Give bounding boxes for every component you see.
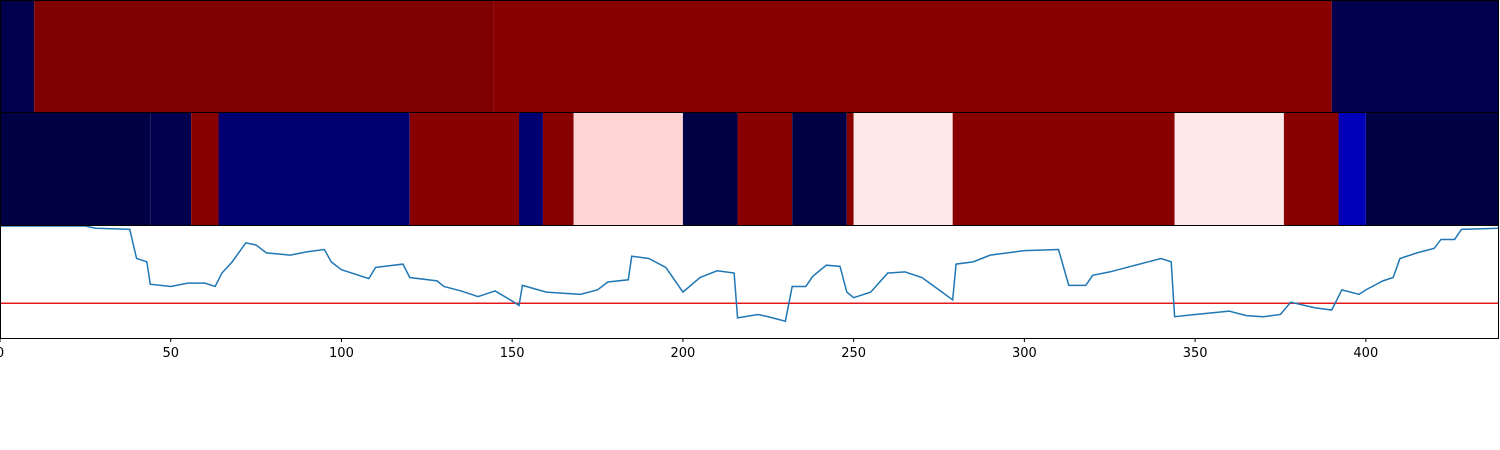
strip-segment (191, 113, 219, 225)
x-tick-label: 250 (841, 346, 866, 361)
panel-frame (0, 225, 1499, 339)
strip-segment (519, 113, 543, 225)
strip-segment (1338, 113, 1366, 225)
strip-segment (1365, 113, 1499, 225)
strip-segment (0, 113, 151, 225)
x-tick-label: 200 (671, 346, 696, 361)
strip-segment (573, 113, 683, 225)
x-tick-label: 150 (500, 346, 525, 361)
strip-segment (1283, 113, 1339, 225)
strip-segment (682, 113, 738, 225)
x-tick-label: 300 (1012, 346, 1037, 361)
strip-segment (952, 113, 1175, 225)
strip-segment (150, 113, 192, 225)
strip-segment (737, 113, 793, 225)
strip-segment (34, 1, 494, 112)
x-tick-label: 0 (0, 346, 4, 361)
data-line (0, 225, 1500, 323)
strip-segment (1331, 1, 1499, 112)
x-tick-label: 100 (329, 346, 354, 361)
x-tick-label: 50 (162, 346, 179, 361)
strip-segment (853, 113, 953, 225)
strip-segment (792, 113, 847, 225)
strip-segment (846, 113, 854, 225)
strip-segment (0, 1, 35, 112)
strip-segment (409, 113, 520, 225)
strip-segment (542, 113, 574, 225)
strip-segment (218, 113, 410, 225)
strip-segment (493, 1, 1332, 112)
x-tick-label: 350 (1183, 346, 1208, 361)
x-tick-label: 400 (1353, 346, 1378, 361)
strip-segment (1174, 113, 1284, 225)
